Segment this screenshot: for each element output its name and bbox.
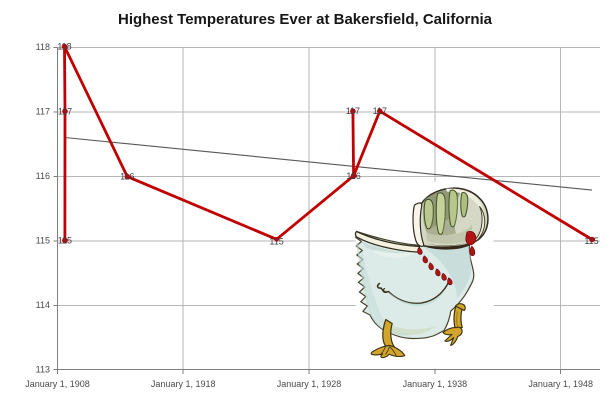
svg-text:115: 115 [58,236,72,246]
svg-text:115: 115 [36,236,50,246]
svg-text:113: 113 [36,365,50,375]
svg-text:117: 117 [373,106,387,116]
svg-text:116: 116 [346,171,360,181]
svg-text:118: 118 [57,42,71,52]
svg-text:115: 115 [269,236,283,246]
svg-text:118: 118 [36,42,50,52]
svg-text:117: 117 [346,106,360,116]
svg-text:January 1, 1938: January 1, 1938 [403,379,468,389]
svg-text:117: 117 [36,107,50,117]
svg-text:January 1, 1918: January 1, 1918 [151,379,216,389]
svg-text:January 1, 1928: January 1, 1928 [277,379,342,389]
svg-text:114: 114 [36,300,50,310]
svg-text:January 1, 1908: January 1, 1908 [25,379,90,389]
svg-text:117: 117 [58,106,72,116]
svg-text:January 1, 1948: January 1, 1948 [528,379,593,389]
svg-text:115: 115 [584,236,598,246]
svg-text:Highest Temperatures Ever at B: Highest Temperatures Ever at Bakersfield… [118,11,493,28]
svg-text:116: 116 [120,172,134,182]
svg-text:116: 116 [36,171,50,181]
